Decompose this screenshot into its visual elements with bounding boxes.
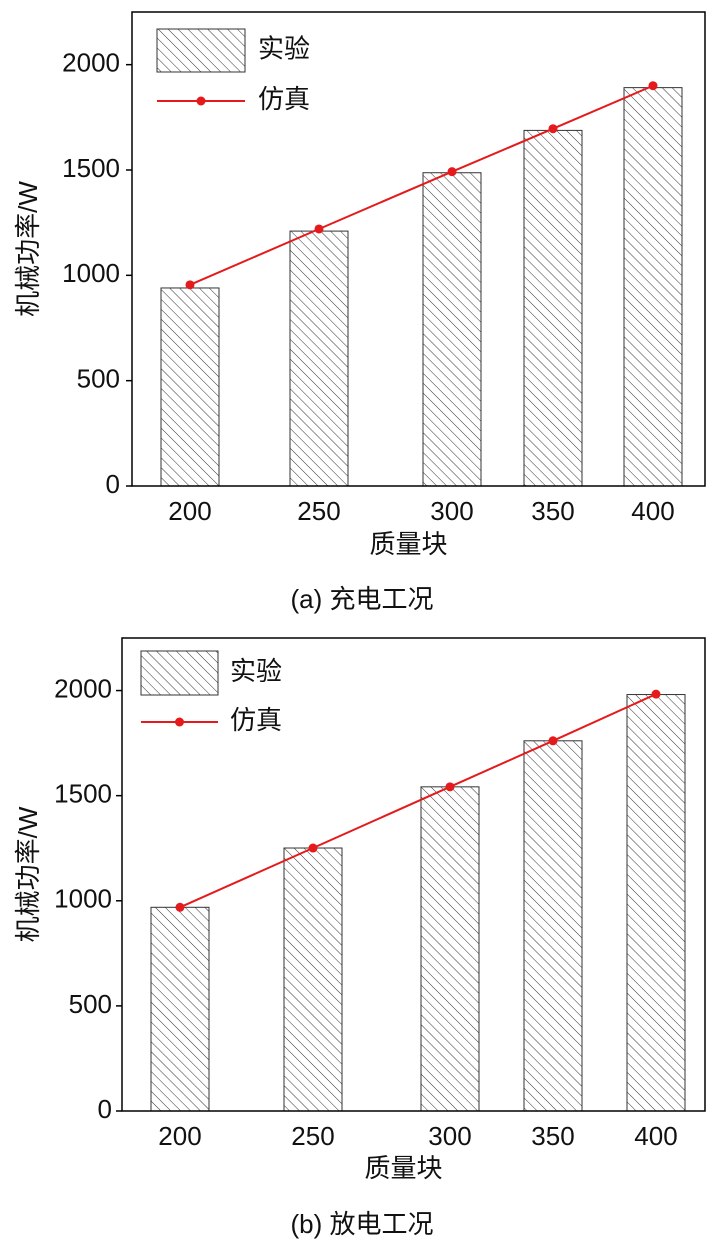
caption: (a) 充电工况 <box>290 584 433 614</box>
point <box>651 689 661 699</box>
plot-frame <box>131 11 706 487</box>
y-tick-label: 500 <box>77 364 120 394</box>
legend-marker <box>175 717 184 727</box>
x-tick-label: 250 <box>297 496 340 526</box>
bar <box>626 694 686 1112</box>
legend-label: 仿真 <box>258 84 310 114</box>
x-axis-label: 质量块 <box>369 529 447 559</box>
x-axis-label: 质量块 <box>364 1153 442 1183</box>
plot-frame <box>121 637 706 1112</box>
bar <box>420 786 480 1112</box>
y-tick-label: 0 <box>98 1094 112 1124</box>
x-tick-label: 300 <box>430 496 473 526</box>
bar <box>289 230 349 487</box>
legend-swatch <box>156 28 246 73</box>
bar <box>523 129 583 487</box>
point <box>314 224 324 234</box>
y-tick-label: 0 <box>106 469 120 499</box>
y-tick-label: 1000 <box>62 258 120 288</box>
y-tick-label: 2000 <box>62 48 120 78</box>
point <box>548 736 558 746</box>
line <box>189 84 654 286</box>
x-tick-label: 400 <box>634 1121 677 1151</box>
point <box>308 843 318 853</box>
y-tick-label: 1000 <box>54 884 112 914</box>
point <box>445 782 455 792</box>
y-axis-label: 机械功率/W <box>13 181 43 317</box>
legend-swatch <box>140 650 219 696</box>
bar <box>623 87 683 487</box>
y-tick-label: 2000 <box>54 673 112 703</box>
x-tick-label: 350 <box>531 496 574 526</box>
x-tick-label: 200 <box>168 496 211 526</box>
bar <box>422 172 482 487</box>
caption: (b) 放电工况 <box>290 1209 433 1239</box>
point <box>548 124 558 134</box>
bar <box>523 740 583 1112</box>
point <box>447 167 457 177</box>
y-tick-label: 500 <box>69 989 112 1019</box>
bar <box>150 906 210 1112</box>
y-tick-label: 1500 <box>62 153 120 183</box>
legend-label: 仿真 <box>230 705 282 735</box>
x-tick-label: 350 <box>531 1121 574 1151</box>
y-tick-label: 1500 <box>54 779 112 809</box>
x-tick-label: 300 <box>428 1121 471 1151</box>
x-tick-label: 400 <box>631 496 674 526</box>
y-axis-label: 机械功率/W <box>13 806 43 942</box>
point <box>185 280 195 290</box>
point <box>175 902 185 912</box>
legend-label: 实验 <box>258 33 310 63</box>
point <box>648 81 658 91</box>
x-tick-label: 250 <box>291 1121 334 1151</box>
legend-marker <box>196 96 206 106</box>
bar <box>160 287 220 487</box>
legend-label: 实验 <box>230 656 282 686</box>
x-tick-label: 200 <box>158 1121 201 1151</box>
bar <box>283 847 343 1112</box>
